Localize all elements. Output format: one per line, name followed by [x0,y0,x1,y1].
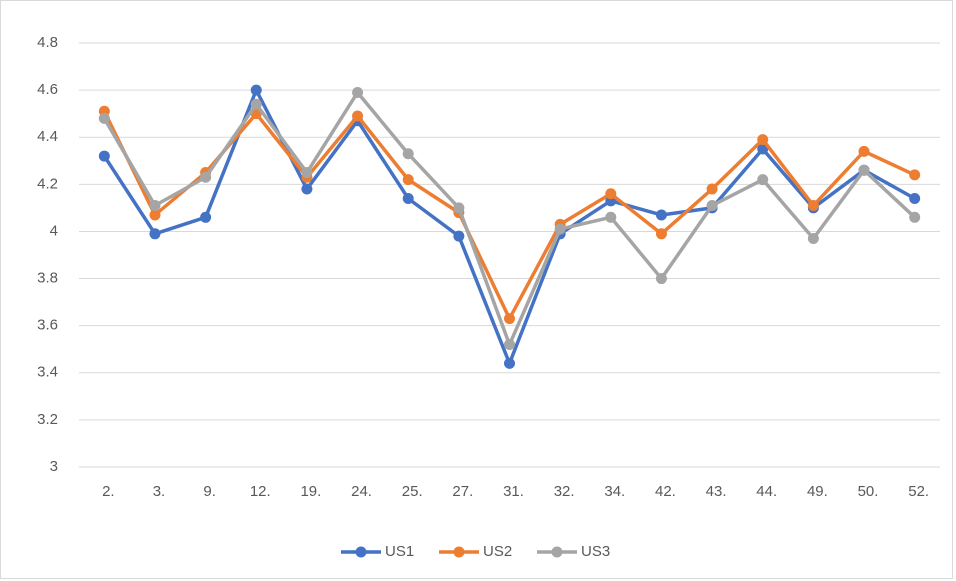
point [98,112,110,124]
y-tick-label: 3.2 [37,411,58,428]
x-tick-label: 24. [351,483,372,500]
point [554,223,566,235]
x-tick-label: 42. [655,483,676,500]
legend-label: US2 [483,543,512,560]
x-tick-label: 32. [554,483,575,500]
x-tick-label: 19. [300,483,321,500]
y-tick-label: 4 [50,222,58,239]
x-tick-label: 49. [807,483,828,500]
point [98,150,110,162]
y-tick-label: 3.8 [37,270,58,287]
x-tick-label: 31. [503,483,524,500]
point [909,169,921,181]
point [149,200,161,212]
x-tick-label: 44. [756,483,777,500]
point [655,209,667,221]
x-tick-label: 52. [908,483,929,500]
x-tick-label: 25. [402,483,423,500]
point [149,209,161,221]
y-tick-label: 4.4 [37,128,58,145]
x-tick-label: 27. [452,483,473,500]
legend-label: US3 [581,543,610,560]
point [250,98,262,110]
x-tick-label: 12. [250,483,271,500]
point [504,357,515,369]
point [757,174,769,186]
point [352,86,364,98]
x-tick-label: 43. [706,483,727,500]
point [605,211,617,223]
point [352,110,364,122]
legend-label: US1 [385,543,414,560]
legend-marker [453,546,465,558]
point [402,192,414,204]
y-tick-label: 3 [50,458,58,475]
y-tick-label: 3.4 [37,364,58,381]
point [605,188,617,200]
point [301,167,313,179]
point [655,273,667,285]
point [504,313,515,325]
point [250,84,262,96]
point [909,211,921,223]
point [858,164,870,176]
point [200,171,212,183]
y-tick-label: 4.2 [37,175,58,192]
point [301,183,313,195]
point [807,233,819,245]
point [453,202,465,214]
point [858,145,870,157]
y-tick-label: 3.6 [37,317,58,334]
point [402,148,414,160]
x-tick-label: 34. [604,483,625,500]
point [200,211,212,223]
x-tick-label: 2. [102,483,115,500]
x-tick-label: 3. [153,483,166,500]
point [706,183,718,195]
legend-marker [355,546,367,558]
point [453,230,465,242]
x-tick-label: 50. [858,483,879,500]
y-tick-label: 4.6 [37,81,58,98]
point [504,339,515,351]
legend-marker [551,546,563,558]
point [757,143,769,155]
y-tick-label: 4.8 [37,34,58,51]
point [149,228,161,240]
point [757,134,769,146]
point [655,228,667,240]
x-tick-label: 9. [203,483,216,500]
point [909,192,921,204]
point [402,174,414,186]
point [807,200,819,212]
point [706,200,718,212]
